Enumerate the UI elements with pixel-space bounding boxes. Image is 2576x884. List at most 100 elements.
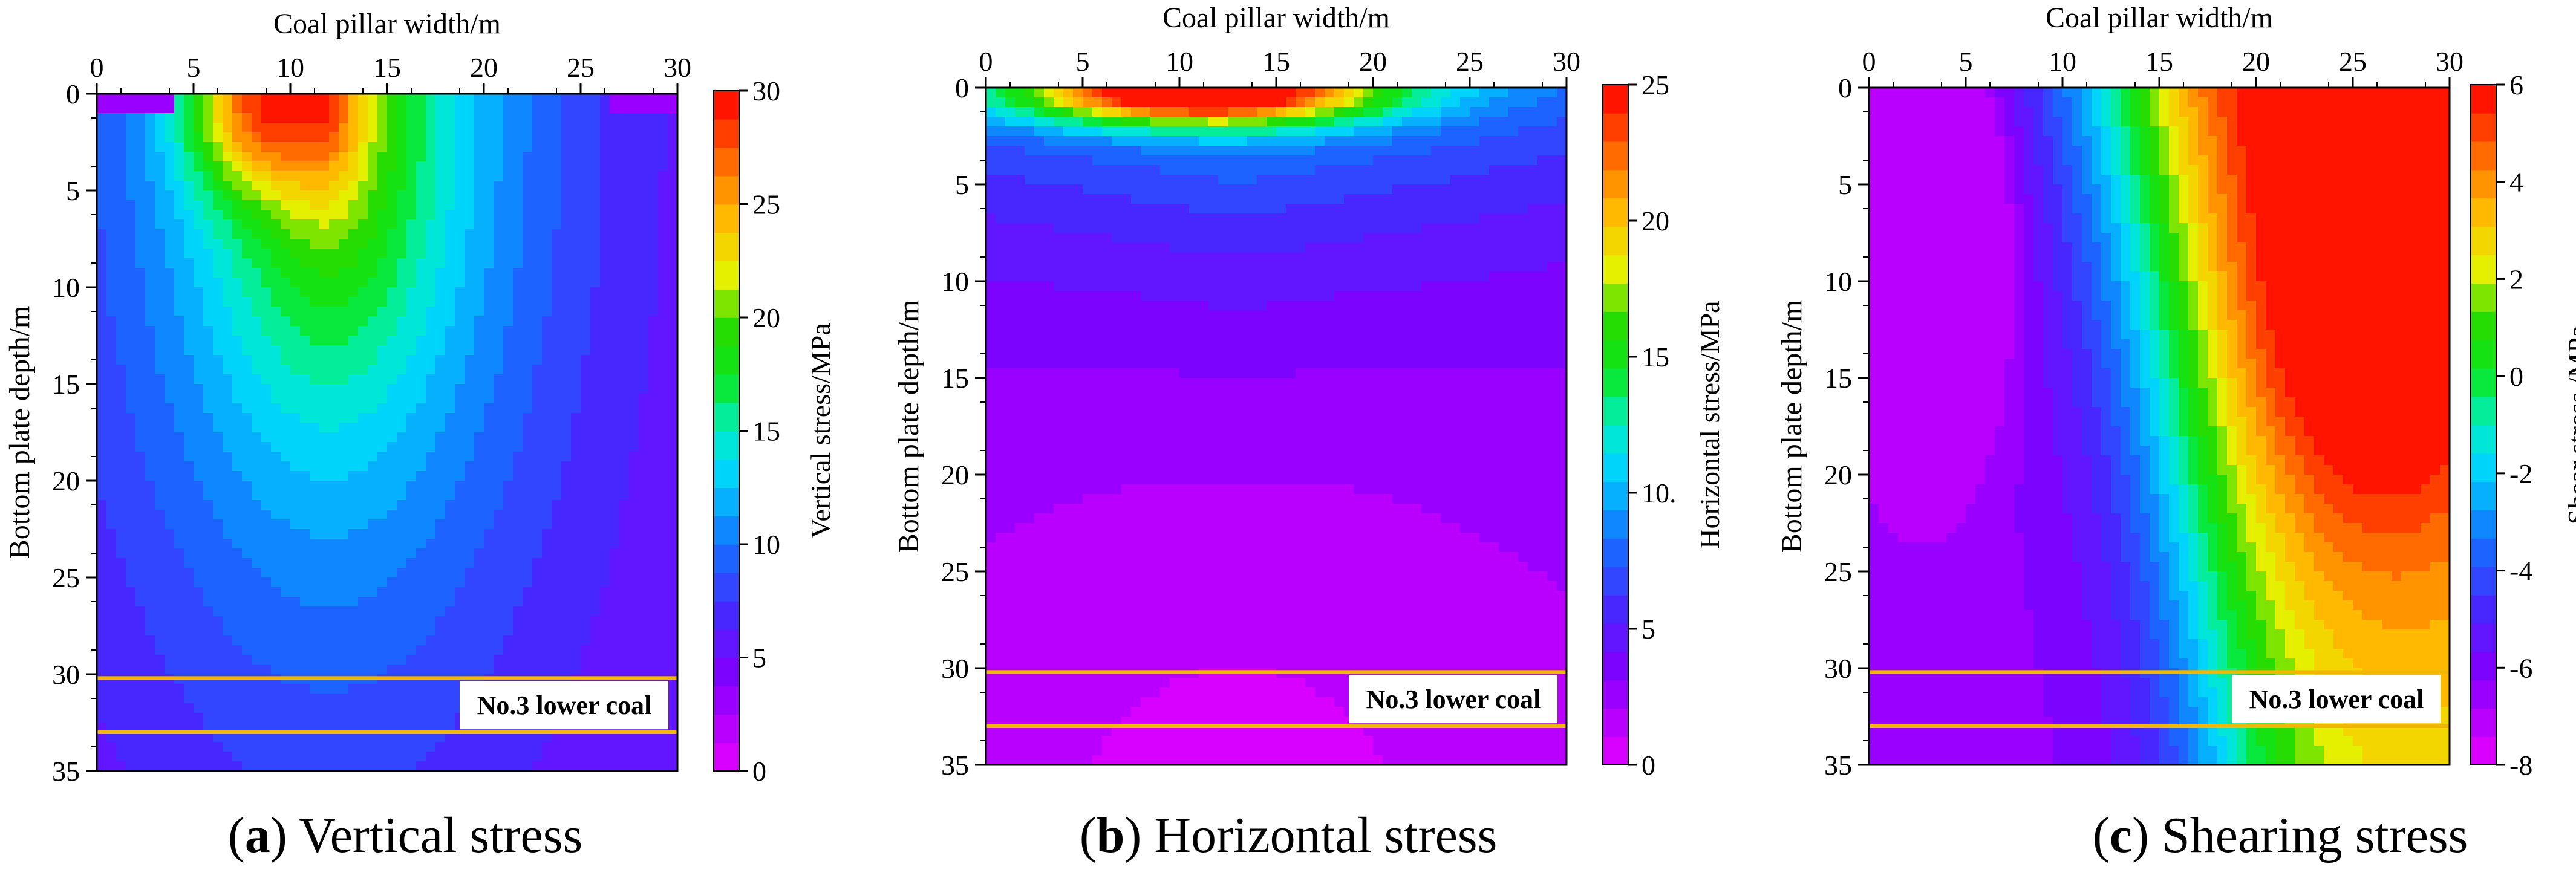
caption-letter: a — [244, 807, 270, 863]
colorbar-tick-label: 5 — [752, 643, 766, 674]
colorbar — [714, 91, 739, 772]
caption-open: ( — [2092, 807, 2110, 863]
contour-field — [986, 88, 1567, 765]
colorbar-tick-label: 20 — [752, 302, 780, 333]
y-tick-label: 25 — [941, 556, 969, 587]
x-tick-label: 30 — [1553, 46, 1580, 77]
x-axis-title: Coal pillar width/m — [2046, 2, 2273, 34]
x-tick-label: 0 — [90, 52, 104, 83]
x-tick-label: 0 — [1862, 46, 1876, 77]
coal-layer-label: No.3 lower coal — [1366, 684, 1541, 714]
colorbar-tick-label: 15 — [752, 416, 780, 447]
y-tick-label: 15 — [941, 363, 969, 394]
y-tick-label: 35 — [52, 756, 80, 787]
y-tick-label: 0 — [955, 73, 969, 103]
x-tick-label: 0 — [979, 46, 993, 77]
caption-close: ) — [270, 807, 287, 863]
x-axis-title: Coal pillar width/m — [1162, 2, 1390, 34]
x-tick-label: 10 — [2049, 46, 2076, 77]
panel-shearing-stress: No.3 lower coal 0 5 10 15 20 25 30 Coal pillar w… — [1754, 0, 2576, 884]
y-tick-label: 0 — [1838, 73, 1852, 103]
y-tick-label: 35 — [1824, 750, 1852, 781]
x-tick-label: 10 — [1166, 46, 1193, 77]
x-tick-label: 15 — [1262, 46, 1290, 77]
colorbar-tick-label: 0 — [752, 756, 766, 787]
x-tick-label: 30 — [2436, 46, 2464, 77]
caption-shear: (c) Shearing stress — [2093, 810, 2468, 861]
y-axis-title: Bottom plate depth/m — [893, 300, 925, 553]
colorbar-tick-label: 10 — [752, 529, 780, 560]
colorbar — [1603, 85, 1628, 765]
caption-title: Shearing stress — [2149, 807, 2468, 863]
y-axis-title: Bottom plate depth/m — [1776, 300, 1808, 553]
y-tick-label: 30 — [52, 659, 80, 690]
y-tick-label: 25 — [1824, 556, 1852, 587]
y-tick-label: 15 — [1824, 363, 1852, 394]
colorbar-tick-label: 25 — [752, 189, 780, 220]
colorbar-tick-label: 25 — [1642, 70, 1669, 100]
x-tick-label: 25 — [2339, 46, 2367, 77]
colorbar-tick-label: 30 — [752, 76, 780, 106]
contour-chart-vertical: No.3 lower coal 0 5 10 15 20 25 30 Coal pillar w… — [4, 8, 836, 787]
x-tick-label: 25 — [567, 52, 595, 83]
colorbar-frame — [2470, 84, 2497, 765]
y-tick-label: 20 — [1824, 460, 1852, 490]
y-tick-label: 5 — [1838, 169, 1852, 200]
x-tick-label: 15 — [2145, 46, 2173, 77]
y-tick-label: 20 — [52, 466, 80, 496]
y-tick-label: 30 — [1824, 653, 1852, 684]
caption-close: ) — [1124, 807, 1142, 863]
y-tick-label: 5 — [66, 175, 80, 206]
caption-letter: c — [2109, 807, 2133, 863]
x-tick-label: 5 — [1959, 46, 1973, 77]
colorbar-tick-label: -2 — [2509, 458, 2532, 489]
x-axis-title: Coal pillar width/m — [273, 8, 501, 40]
caption-open: ( — [227, 807, 245, 863]
colorbar-title: Vertical stress/MPa — [805, 323, 836, 538]
caption-title: Horizontal stress — [1141, 807, 1498, 863]
colorbar-tick-label: 5 — [1642, 614, 1655, 645]
x-tick-label: 10 — [276, 52, 304, 83]
coal-layer-label: No.3 lower coal — [477, 691, 652, 720]
y-tick-label: 5 — [955, 169, 969, 200]
x-tick-label: 25 — [1456, 46, 1484, 77]
colorbar-tick-label: 0 — [2509, 361, 2523, 392]
y-tick-label: 35 — [941, 750, 969, 781]
x-tick-label: 30 — [664, 52, 691, 83]
y-tick-label: 10 — [52, 272, 80, 303]
colorbar-tick-label: 2 — [2509, 264, 2523, 294]
caption-title: Vertical stress — [287, 807, 583, 863]
y-tick-label: 30 — [941, 653, 969, 684]
panel-horizontal-stress: No.3 lower coal 0 5 10 15 20 25 30 Coal pillar w… — [877, 0, 1736, 884]
y-tick-label: 25 — [52, 562, 80, 593]
contour-field — [1869, 88, 2450, 765]
y-tick-label: 20 — [941, 460, 969, 490]
x-tick-label: 5 — [187, 52, 201, 83]
x-tick-label: 20 — [470, 52, 498, 83]
caption-vertical: (a) Vertical stress — [228, 810, 582, 861]
x-tick-label: 20 — [2242, 46, 2270, 77]
colorbar-tick-label: 10. — [1642, 478, 1677, 509]
y-tick-label: 15 — [52, 369, 80, 400]
colorbar-tick-label: -6 — [2509, 652, 2532, 683]
x-tick-label: 20 — [1359, 46, 1387, 77]
colorbar-frame — [1602, 84, 1629, 765]
colorbar-tick-label: 20 — [1642, 206, 1669, 236]
colorbar-title: Horizontal stress/MPa — [1694, 301, 1725, 548]
colorbar-tick-label: 4 — [2509, 167, 2523, 198]
y-axis-title: Bottom plate depth/m — [4, 306, 36, 559]
coal-layer-label-box — [2232, 675, 2441, 724]
caption-horizontal: (b) Horizontal stress — [1080, 810, 1498, 861]
y-tick-label: 10 — [1824, 266, 1852, 297]
colorbar-tick-label: -4 — [2509, 556, 2532, 587]
colorbar-title: Shear stress /MPa — [2562, 325, 2576, 525]
colorbar-tick-label: 15 — [1642, 342, 1669, 372]
caption-letter: b — [1096, 807, 1125, 863]
colorbar-tick-label: 6 — [2509, 70, 2523, 100]
colorbar-tick-label: -8 — [2509, 750, 2532, 781]
y-tick-label: 10 — [941, 266, 969, 297]
coal-layer-label-box — [1349, 675, 1557, 724]
x-tick-label: 5 — [1076, 46, 1090, 77]
